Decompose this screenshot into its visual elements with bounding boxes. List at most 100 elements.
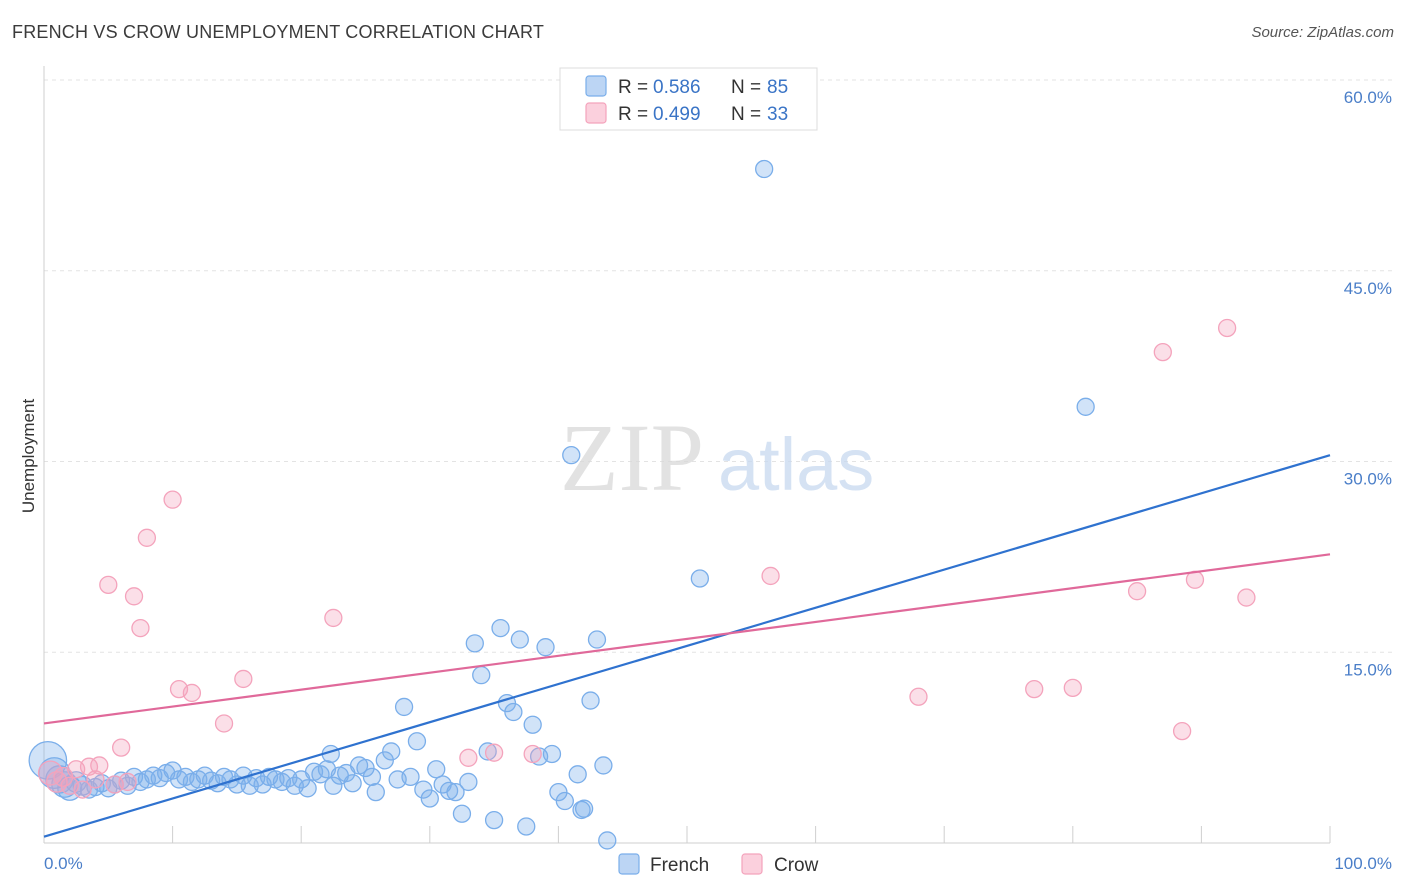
y-tick-label-0: 15.0% <box>1344 660 1392 679</box>
french-point <box>446 782 465 802</box>
french-point <box>587 630 607 649</box>
french-point <box>427 760 446 779</box>
series-crow-points <box>37 318 1256 799</box>
french-point <box>465 634 484 653</box>
bottom-legend-swatch-french <box>618 853 640 875</box>
grid-lines <box>44 79 1392 653</box>
french-point <box>504 702 523 722</box>
crow-point <box>1217 318 1237 338</box>
french-point <box>366 782 385 802</box>
watermark-atlas: atlas <box>718 423 874 506</box>
french-point <box>690 569 710 588</box>
crow-point <box>118 772 137 792</box>
crow-point <box>1153 342 1172 362</box>
legend-r-label-crow: R = <box>618 104 648 125</box>
series-french-points <box>28 159 1095 850</box>
french-point <box>394 697 414 717</box>
french-point <box>581 691 600 710</box>
french-point <box>598 831 617 850</box>
bottom-legend-swatch-crow <box>741 853 763 875</box>
y-tick-label-1: 30.0% <box>1344 470 1392 489</box>
french-point <box>401 767 420 787</box>
watermark: ZIP atlas <box>560 404 874 511</box>
french-point <box>407 732 427 751</box>
french-point <box>536 638 555 657</box>
french-point <box>382 742 401 761</box>
bottom-legend-label-crow: Crow <box>774 855 819 876</box>
french-point <box>343 774 362 793</box>
french-point <box>542 744 562 764</box>
legend-n-value-french: 85 <box>767 77 788 98</box>
chart-title: FRENCH VS CROW UNEMPLOYMENT CORRELATION … <box>12 22 545 42</box>
crow-point <box>112 738 131 757</box>
french-point <box>452 804 472 823</box>
french-point <box>568 765 587 784</box>
crow-point <box>484 743 504 762</box>
french-trend-line <box>43 454 1331 838</box>
french-point <box>439 781 459 801</box>
crow-point <box>1237 588 1256 607</box>
x-tick-label-0: 0.0% <box>44 854 83 873</box>
french-point <box>755 159 774 179</box>
french-point <box>491 618 510 638</box>
french-point <box>510 630 529 649</box>
crow-point <box>73 780 92 799</box>
x-tick-label-1: 100.0% <box>1334 854 1392 873</box>
french-point <box>555 791 574 811</box>
source-label: Source: ZipAtlas.com <box>1251 24 1394 41</box>
crow-point <box>90 756 109 775</box>
french-point <box>562 445 581 465</box>
crow-trend-line <box>43 553 1331 725</box>
crow-point <box>214 714 234 733</box>
legend-swatch-french <box>585 75 607 97</box>
french-point <box>459 772 478 792</box>
y-axis-title: Unemployment <box>19 399 38 514</box>
french-point <box>484 810 504 830</box>
french-point <box>523 715 542 734</box>
tick-labels: 15.0% 30.0% 45.0% 60.0% 0.0% 100.0% <box>44 88 1392 873</box>
axes <box>43 66 1331 844</box>
legend-r-value-crow: 0.499 <box>653 104 701 125</box>
crow-point <box>234 669 253 689</box>
crow-point <box>1025 679 1044 699</box>
french-point <box>517 817 536 836</box>
french-point <box>594 756 613 775</box>
legend-n-label-french: N = <box>731 77 761 98</box>
french-point <box>472 665 491 685</box>
french-point <box>478 742 497 761</box>
french-point <box>574 799 594 818</box>
stats-legend: R = 0.586 N = 85 R = 0.499 N = 33 <box>559 67 818 131</box>
french-point <box>298 779 317 798</box>
crow-point <box>124 587 144 606</box>
series-legend: French Crow <box>618 853 819 876</box>
bottom-legend-label-french: French <box>650 855 709 876</box>
legend-n-label-crow: N = <box>731 104 761 125</box>
crow-point <box>99 575 118 595</box>
crow-point <box>324 608 343 628</box>
legend-r-label-french: R = <box>618 77 648 98</box>
crow-point <box>1127 582 1147 601</box>
trend-lines <box>43 454 1331 838</box>
y-tick-label-3: 60.0% <box>1344 88 1392 107</box>
y-tick-label-2: 45.0% <box>1344 279 1392 298</box>
crow-point <box>1172 721 1192 741</box>
crow-point <box>459 748 478 767</box>
crow-point <box>1063 678 1082 698</box>
crow-point <box>761 566 780 586</box>
crow-point <box>86 770 105 789</box>
legend-swatch-crow <box>585 102 607 124</box>
crow-point <box>523 744 542 764</box>
french-point <box>324 776 343 795</box>
crow-point <box>131 618 150 638</box>
french-point <box>420 789 439 808</box>
crow-point <box>163 490 182 509</box>
watermark-zip: ZIP <box>560 404 704 511</box>
legend-n-value-crow: 33 <box>767 104 788 125</box>
french-point <box>362 767 382 787</box>
crow-point <box>137 528 157 547</box>
crow-point <box>909 687 928 706</box>
crow-point <box>182 683 202 703</box>
legend-r-value-french: 0.586 <box>653 77 701 98</box>
french-point <box>1076 397 1095 416</box>
